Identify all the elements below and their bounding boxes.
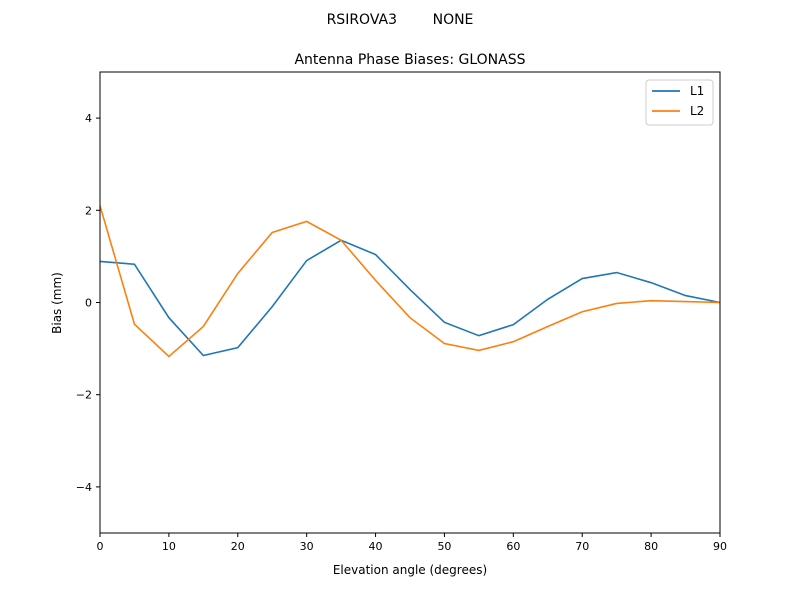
x-tick-label: 60 xyxy=(506,540,520,553)
series-line-l2 xyxy=(99,205,721,358)
y-tick-label: 4 xyxy=(85,112,92,125)
x-tick-label: 90 xyxy=(713,540,727,553)
x-tick-label: 30 xyxy=(300,540,314,553)
x-tick-label: 80 xyxy=(644,540,658,553)
series-line-l1 xyxy=(99,239,721,357)
x-tick-label: 10 xyxy=(162,540,176,553)
x-tick-label: 20 xyxy=(231,540,245,553)
legend-label-l2: L2 xyxy=(690,104,704,118)
y-tick-label: 2 xyxy=(85,204,92,217)
y-tick-label: 0 xyxy=(85,297,92,310)
y-tick-label: −4 xyxy=(76,481,92,494)
x-tick-label: 70 xyxy=(575,540,589,553)
y-tick-label: −2 xyxy=(76,389,92,402)
x-tick-label: 50 xyxy=(437,540,451,553)
legend-label-l1: L1 xyxy=(690,84,704,98)
x-tick-label: 0 xyxy=(97,540,104,553)
plot-area: 0 10 20 30 40 50 60 70 80 90 −4 −2 0 2 4 xyxy=(76,71,727,553)
x-tick-label: 40 xyxy=(369,540,383,553)
figure-suptitle: RSIROVA3 NONE xyxy=(327,12,474,28)
chart-title: Antenna Phase Biases: GLONASS xyxy=(294,52,525,68)
x-axis-label: Elevation angle (degrees) xyxy=(333,563,487,577)
y-axis-label: Bias (mm) xyxy=(50,272,64,334)
